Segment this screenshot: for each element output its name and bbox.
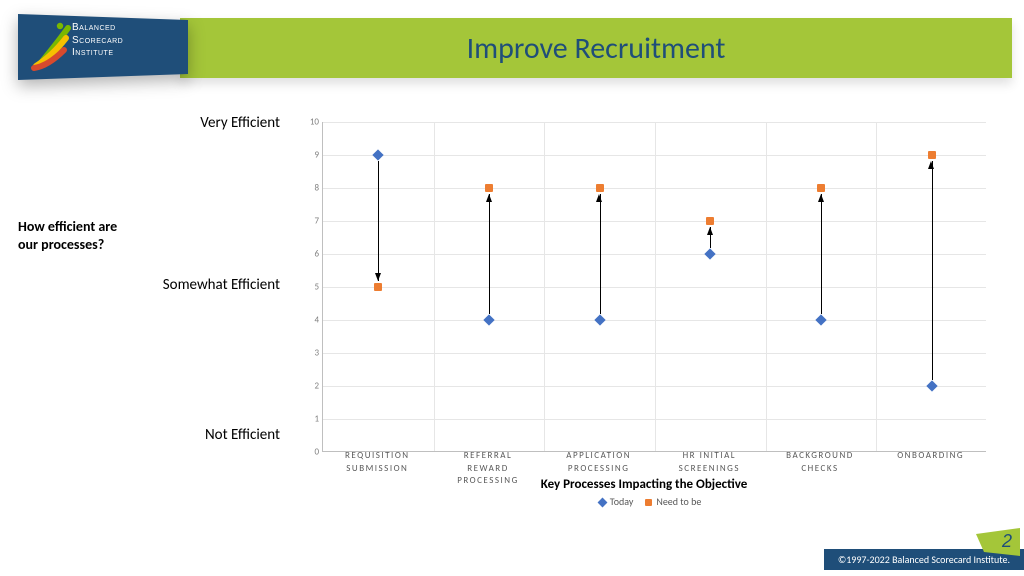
ytick: 10 xyxy=(305,117,319,128)
category-label: APPLICATION PROCESSING xyxy=(543,450,654,475)
logo-line3: Institute xyxy=(72,47,123,60)
arrow-head-icon xyxy=(486,194,492,202)
today-marker xyxy=(373,149,384,160)
header-banner: Improve Recruitment xyxy=(180,18,1012,78)
gridline-v xyxy=(434,122,435,451)
x-axis-title: Key Processes Impacting the Objective xyxy=(300,477,988,492)
gridline-v xyxy=(655,122,656,451)
legend-label: Need to be xyxy=(656,495,701,508)
logo-line2: Scorecard xyxy=(72,35,123,48)
need-marker xyxy=(485,184,493,192)
need-marker xyxy=(374,283,382,291)
category-label: HR INITIAL SCREENINGS xyxy=(654,450,765,475)
need-marker xyxy=(596,184,604,192)
legend: Today Need to be xyxy=(300,495,988,508)
category-label: BACKGROUND CHECKS xyxy=(765,450,876,475)
y-label-mid: Somewhat Efficient xyxy=(150,276,280,294)
ytick: 3 xyxy=(305,348,319,359)
ytick: 6 xyxy=(305,249,319,260)
ytick: 2 xyxy=(305,381,319,392)
page-title: Improve Recruitment xyxy=(467,30,726,67)
arrow-head-icon xyxy=(928,161,934,169)
page-number: 2 xyxy=(1002,531,1012,552)
today-marker xyxy=(483,314,494,325)
need-marker xyxy=(928,151,936,159)
need-marker xyxy=(817,184,825,192)
ytick: 9 xyxy=(305,150,319,161)
arrow-head-icon xyxy=(596,194,602,202)
category-label: REQUISITION SUBMISSION xyxy=(322,450,433,475)
category-label: ONBOARDING xyxy=(875,450,986,463)
gap-chart: 012345678910 Key Processes Impacting the… xyxy=(300,110,988,510)
ytick: 5 xyxy=(305,282,319,293)
gap-arrow xyxy=(378,161,379,281)
logo-text: Balanced Scorecard Institute xyxy=(72,22,123,60)
need-marker xyxy=(706,217,714,225)
gap-arrow xyxy=(932,161,933,380)
today-marker xyxy=(594,314,605,325)
plot-area: 012345678910 xyxy=(322,122,986,452)
page-number-flag xyxy=(976,528,1020,556)
ytick: 4 xyxy=(305,315,319,326)
logo-line1: Balanced xyxy=(72,22,123,35)
gridline-v xyxy=(766,122,767,451)
legend-marker-icon xyxy=(645,499,652,506)
legend-label: Today xyxy=(610,495,634,508)
arrow-head-icon xyxy=(375,273,381,281)
category-label: REFERRAL REWARD PROCESSING xyxy=(433,450,544,488)
ytick: 8 xyxy=(305,183,319,194)
gap-arrow xyxy=(821,194,822,314)
ytick: 7 xyxy=(305,216,319,227)
arrow-head-icon xyxy=(818,194,824,202)
today-marker xyxy=(705,248,716,259)
y-label-top: Very Efficient xyxy=(150,114,280,132)
gridline-v xyxy=(544,122,545,451)
ytick: 1 xyxy=(305,414,319,425)
ytick: 0 xyxy=(305,447,319,458)
gap-arrow xyxy=(489,194,490,314)
y-label-bottom: Not Efficient xyxy=(150,426,280,444)
side-question: How efficient are our processes? xyxy=(18,218,138,253)
legend-marker-icon xyxy=(597,498,607,508)
gap-arrow xyxy=(600,194,601,314)
today-marker xyxy=(815,314,826,325)
gridline-v xyxy=(876,122,877,451)
today-marker xyxy=(926,380,937,391)
arrow-head-icon xyxy=(707,227,713,235)
